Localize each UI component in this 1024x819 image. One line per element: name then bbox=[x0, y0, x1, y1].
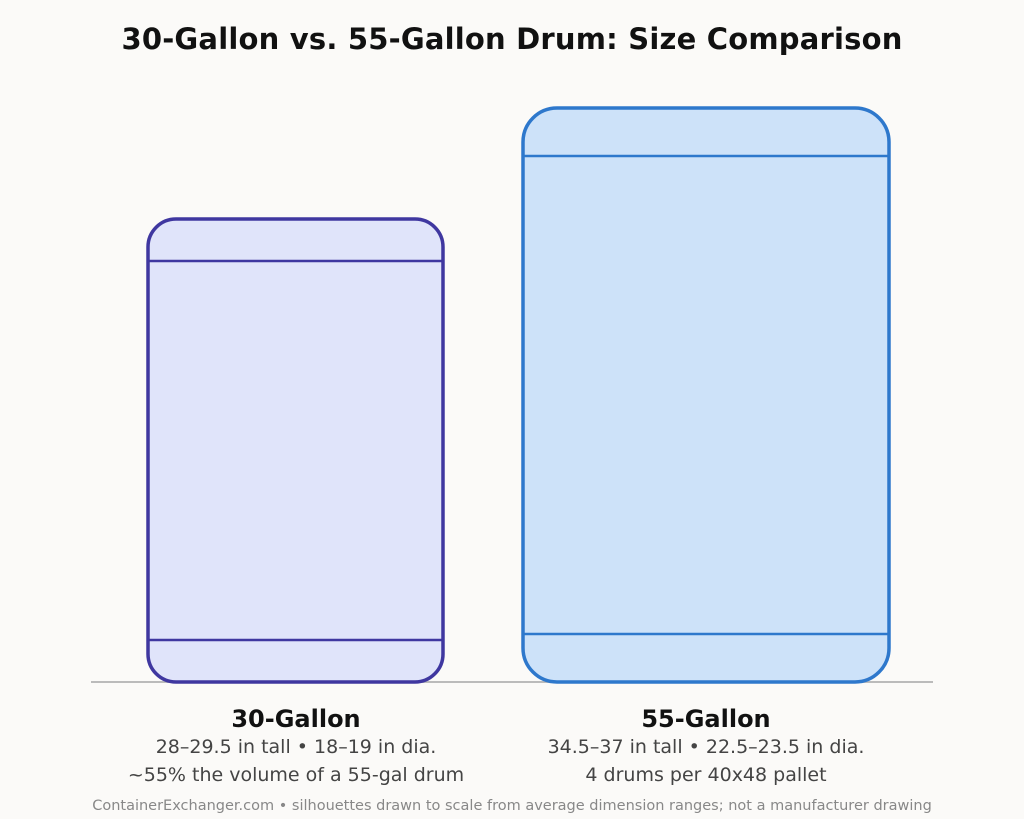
source-footnote: ContainerExchanger.com • silhouettes dra… bbox=[92, 798, 932, 814]
drum-55-name: 55-Gallon bbox=[641, 705, 771, 733]
drum-30-spec: 28–29.5 in tall • 18–19 in dia. bbox=[155, 736, 437, 758]
drum-55-body bbox=[521, 106, 891, 684]
drum-30-label: 30-Gallon 28–29.5 in tall • 18–19 in dia… bbox=[86, 705, 506, 789]
drum-30-gallon-silhouette bbox=[146, 217, 445, 684]
drum-55-gallon-silhouette bbox=[521, 106, 891, 684]
drum-30-name: 30-Gallon bbox=[231, 705, 361, 733]
page-title: 30-Gallon vs. 55-Gallon Drum: Size Compa… bbox=[121, 22, 903, 56]
drum-30-note: ~55% the volume of a 55-gal drum bbox=[127, 764, 465, 786]
drum-55-label: 55-Gallon 34.5–37 in tall • 22.5–23.5 in… bbox=[496, 705, 916, 789]
drum-30-body bbox=[146, 217, 445, 684]
drum-55-spec: 34.5–37 in tall • 22.5–23.5 in dia. bbox=[547, 736, 865, 758]
drum-55-note: 4 drums per 40x48 pallet bbox=[585, 764, 827, 786]
